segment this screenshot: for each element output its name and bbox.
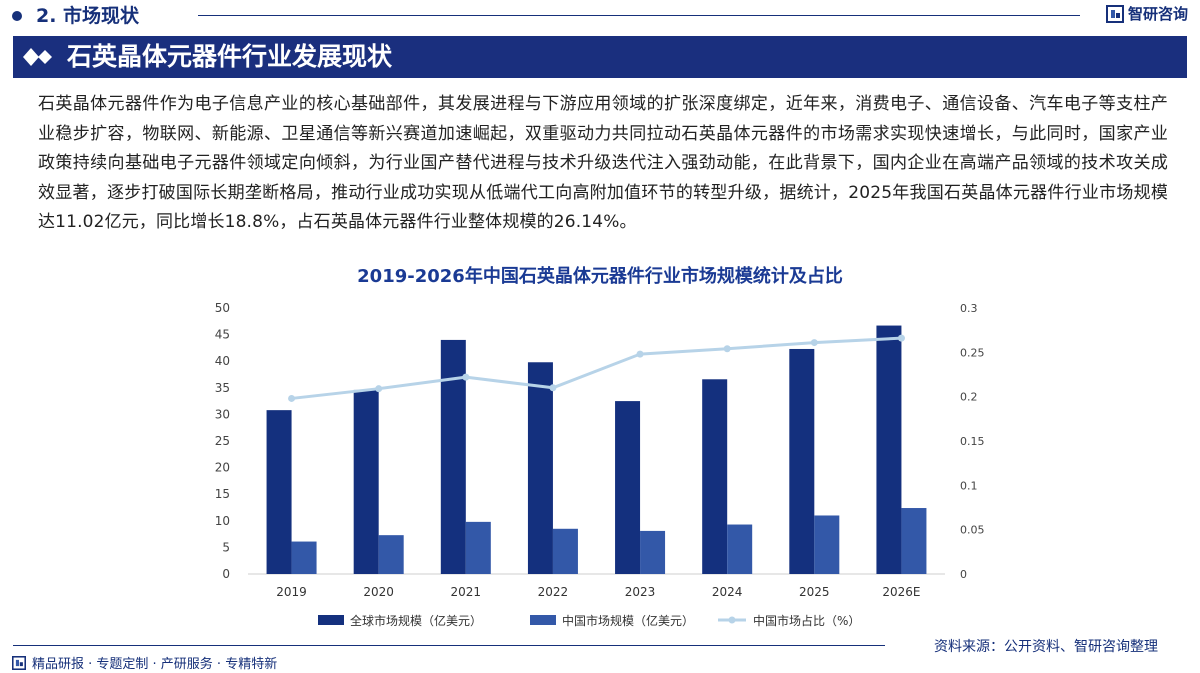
y-right-tick-label: 0.25 [960, 346, 985, 359]
y-right-tick-label: 0 [960, 568, 967, 581]
legend-label-1: 中国市场规模（亿美元） [562, 613, 694, 628]
y-left-tick-label: 5 [222, 540, 230, 554]
share-point-2019 [288, 394, 296, 402]
y-left-tick-label: 0 [222, 567, 230, 581]
x-tick-label: 2024 [712, 585, 743, 599]
header-divider [198, 15, 1080, 16]
bar-china-2019 [291, 541, 317, 574]
bar-global-2024 [702, 379, 728, 574]
chart-title: 2019-2026年中国石英晶体元器件行业市场规模统计及占比 [357, 266, 843, 287]
description-paragraph: 石英晶体元器件作为电子信息产业的核心基础部件，其发展进程与下游应用领域的扩张深度… [38, 94, 1168, 232]
bar-china-2024 [727, 524, 753, 574]
legend-label-2: 中国市场占比（%） [753, 613, 860, 628]
footer-tagline: 精品研报 · 专题定制 · 产研服务 · 专精特新 [32, 657, 278, 672]
x-tick-label: 2021 [451, 585, 482, 599]
y-left-tick-label: 45 [215, 328, 230, 342]
x-tick-label: 2022 [538, 585, 569, 599]
section-title: 2. 市场现状 [36, 5, 140, 27]
share-point-2026E [897, 334, 905, 342]
share-point-2020 [375, 385, 383, 393]
bar-china-2026E [901, 508, 927, 574]
share-point-2024 [723, 345, 731, 353]
y-right-tick-label: 0.05 [960, 524, 985, 537]
bar-global-2026E [876, 325, 902, 574]
x-tick-label: 2026E [882, 585, 920, 599]
share-point-2021 [462, 373, 470, 381]
x-tick-label: 2025 [799, 585, 830, 599]
y-left-tick-label: 15 [215, 487, 230, 501]
share-point-2023 [636, 350, 644, 358]
bar-china-2023 [640, 530, 666, 574]
legend-swatch-0 [318, 615, 344, 625]
y-left-tick-label: 40 [215, 354, 230, 368]
bar-global-2021 [440, 339, 466, 574]
y-right-tick-label: 0.1 [960, 479, 978, 492]
brand-name: 智研咨询 [1127, 5, 1188, 23]
footer-brand-icon [12, 655, 26, 670]
bar-global-2023 [615, 401, 641, 574]
bar-china-2025 [814, 515, 840, 574]
legend-swatch-1 [530, 615, 556, 625]
page-title: 石英晶体元器件行业发展现状 [67, 42, 393, 71]
bar-global-2020 [353, 389, 379, 574]
x-tick-label: 2023 [625, 585, 656, 599]
bar-global-2022 [527, 362, 553, 574]
section-bullet [12, 11, 22, 21]
y-right-tick-label: 0.15 [960, 435, 985, 448]
y-left-tick-label: 50 [215, 301, 230, 315]
y-left-tick-label: 25 [215, 434, 230, 448]
title-banner: 石英晶体元器件行业发展现状 [13, 36, 1187, 78]
share-line [291, 336, 902, 400]
share-point-2022 [549, 384, 557, 392]
x-tick-label: 2020 [363, 585, 394, 599]
legend-marker-2 [728, 616, 736, 624]
y-right-tick-label: 0.3 [960, 302, 978, 315]
y-left-tick-label: 30 [215, 407, 230, 421]
y-right-tick-label: 0.2 [960, 391, 978, 404]
bar-global-2019 [266, 410, 292, 574]
y-left-tick-label: 20 [215, 461, 230, 475]
footer-tagline-group: 精品研报 · 专题定制 · 产研服务 · 专精特新 [12, 653, 277, 672]
brand-icon [1105, 4, 1124, 23]
y-left-tick-label: 10 [215, 514, 230, 528]
bar-global-2025 [789, 348, 815, 574]
bar-china-2021 [465, 521, 491, 574]
y-left-tick-label: 35 [215, 381, 230, 395]
brand-logo: 智研咨询 [1105, 3, 1188, 24]
legend-label-0: 全球市场规模（亿美元） [350, 613, 482, 628]
share-point-2025 [810, 339, 818, 347]
bar-china-2022 [552, 528, 578, 574]
x-tick-label: 2019 [276, 585, 307, 599]
bar-china-2020 [378, 535, 404, 574]
diamond-icon [23, 48, 52, 66]
source-note: 资料来源：公开资料、智研咨询整理 [934, 639, 1158, 655]
footer-divider [13, 645, 885, 646]
